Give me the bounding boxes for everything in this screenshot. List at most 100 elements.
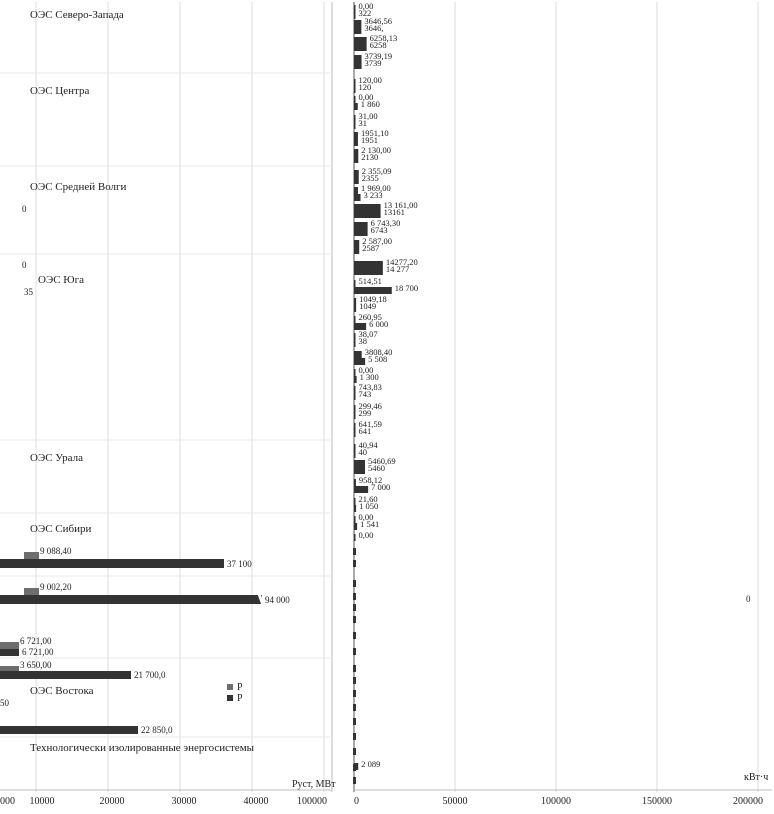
- right-bar-label: 1049,18: [359, 294, 387, 304]
- partial-label: 50: [0, 698, 10, 708]
- right-bar: [354, 229, 368, 236]
- right-bar-label: 6258,13: [370, 33, 398, 43]
- right-bar-stub: [353, 604, 356, 611]
- right-bar: [354, 149, 359, 156]
- group-label: ОЭС Востока: [30, 685, 94, 697]
- right-bar: [354, 122, 356, 129]
- right-bar-label: 2 089: [361, 759, 380, 769]
- right-bar: [354, 12, 356, 19]
- left-x-tick-label: 30000: [172, 796, 197, 807]
- right-bar-label: 3646,56: [364, 16, 392, 26]
- right-bar: [354, 351, 362, 358]
- left-bar: [24, 588, 39, 597]
- right-bar: [354, 430, 356, 437]
- left-bar-label: 6 721,00: [22, 647, 54, 657]
- left-x-tick-label: 10000: [30, 796, 55, 807]
- right-bar-label: 120,00: [359, 75, 382, 85]
- right-bar-stub: [353, 733, 356, 740]
- right-bar: [354, 358, 366, 365]
- right-bar-label: 743: [359, 389, 372, 399]
- right-bar: [354, 534, 356, 541]
- right-bar-label: 40,94: [359, 440, 379, 450]
- right-bar: [354, 44, 367, 51]
- right-edge-label: 0: [746, 594, 751, 604]
- right-bar: [354, 376, 357, 383]
- right-bar-stub: [353, 632, 356, 639]
- right-x-tick-label: 150000: [642, 796, 672, 807]
- right-bar: [354, 194, 361, 201]
- right-bar-label: 2587: [362, 243, 379, 253]
- right-bar-stub: [353, 704, 356, 711]
- right-bar: [354, 763, 359, 770]
- left-bar: [0, 666, 19, 674]
- right-bar: [354, 170, 359, 177]
- right-bar: [354, 222, 368, 229]
- left-bar: [0, 642, 19, 649]
- partial-label: 35: [24, 287, 34, 297]
- right-bar-label: 260,95: [359, 312, 382, 322]
- right-bar-label: 1 969,00: [361, 183, 391, 193]
- left-bar-label: 21 700,0: [134, 670, 166, 680]
- right-bar-label: 3646,: [364, 23, 383, 33]
- right-bar-stub: [353, 764, 356, 771]
- right-bar-label: 31: [359, 118, 368, 128]
- left-bar-label: 37 100: [227, 559, 252, 569]
- right-bar-label: 5460,69: [368, 456, 396, 466]
- right-bar-stub: [353, 560, 356, 567]
- axis-break-mark: [256, 590, 266, 609]
- right-bar-label: 31,00: [359, 111, 378, 121]
- right-bar: [354, 5, 356, 12]
- right-bar-label: 641: [359, 426, 372, 436]
- right-bar: [354, 20, 362, 27]
- right-bar-label: 1 050: [359, 501, 378, 511]
- right-bar: [354, 479, 356, 486]
- right-bar: [354, 386, 356, 393]
- left-bar: [0, 671, 131, 679]
- right-bar-label: 2 130,00: [361, 145, 391, 155]
- right-bar: [354, 240, 360, 247]
- right-bar: [354, 412, 356, 419]
- right-bar: [354, 369, 356, 376]
- right-x-tick-label: 100000: [541, 796, 571, 807]
- right-bar-label: 1 860: [361, 99, 380, 109]
- right-bar-label: 1 541: [360, 519, 379, 529]
- right-bar-label: 0,00: [359, 365, 374, 375]
- right-bar-label: 1 300: [360, 372, 379, 382]
- right-bar-label: 5460: [368, 463, 385, 473]
- legend-swatch: [227, 695, 233, 701]
- left-bar: [0, 649, 19, 656]
- right-bar: [354, 298, 357, 305]
- right-bar: [354, 96, 356, 103]
- left-x-tick-label: 100000: [297, 796, 327, 807]
- right-bar-stub: [353, 777, 356, 784]
- right-bar: [354, 187, 358, 194]
- right-bar-label: 3808,40: [365, 347, 393, 357]
- right-bar-label: 0,00: [359, 530, 374, 540]
- partial-label: 0: [22, 204, 27, 214]
- right-x-tick-label: 50000: [443, 796, 468, 807]
- right-bar: [354, 247, 360, 254]
- right-bar-label: 6 743,30: [371, 218, 401, 228]
- left-bar-label: 9 002,20: [40, 582, 72, 592]
- right-bar-label: 6 000: [369, 319, 388, 329]
- right-bar-label: 6743: [371, 225, 388, 235]
- left-bar-label: 94 000: [265, 595, 290, 605]
- right-x-tick-label: 200000: [733, 796, 763, 807]
- legend-swatch: [227, 684, 233, 690]
- right-bar-label: 3 233: [364, 190, 383, 200]
- left-x-axis-title: Руст, МВт: [292, 779, 336, 790]
- right-bar: [354, 37, 367, 44]
- right-bar-label: 2 355,09: [362, 166, 392, 176]
- right-bar-label: 6258: [370, 40, 387, 50]
- right-bar-stub: [353, 580, 356, 587]
- right-bar: [354, 423, 356, 430]
- left-x-tick-label: 40000: [244, 796, 269, 807]
- right-bar-label: 120: [359, 82, 372, 92]
- right-bar: [354, 323, 367, 330]
- right-bar: [354, 79, 356, 86]
- right-bar: [354, 280, 356, 287]
- right-bar-label: 5 508: [368, 354, 387, 364]
- right-bar: [354, 460, 366, 467]
- right-bar-label: 1951,10: [361, 128, 389, 138]
- right-bar: [354, 177, 359, 184]
